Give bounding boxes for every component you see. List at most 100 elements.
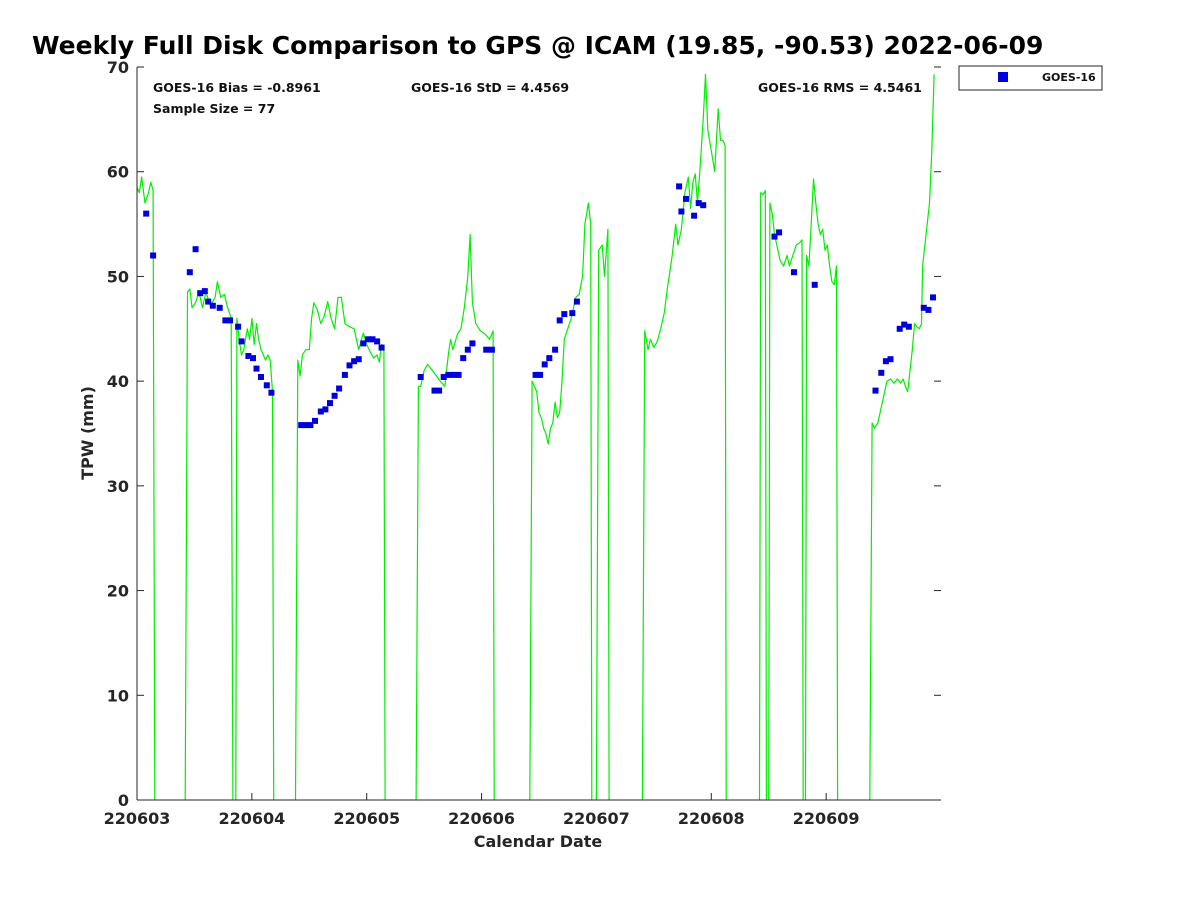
- goes16-point: [327, 400, 333, 407]
- gps-line-segment: [768, 202, 804, 801]
- goes16-point: [872, 387, 879, 394]
- goes16-point: [683, 195, 689, 202]
- y-tick-label: 60: [107, 163, 129, 182]
- goes16-point: [417, 374, 424, 380]
- goes16-point: [322, 406, 329, 413]
- y-axis-label: TPW (mm): [78, 386, 97, 480]
- goes16-point: [541, 361, 548, 368]
- goes16-point: [245, 353, 252, 359]
- goes16-point: [341, 371, 348, 378]
- y-tick-label: 30: [107, 477, 129, 496]
- goes16-point: [238, 338, 245, 345]
- goes16-point: [460, 355, 467, 362]
- gps-line-segment: [529, 202, 593, 801]
- goes16-point: [331, 392, 338, 399]
- x-tick-label: 220609: [793, 809, 860, 828]
- goes16-point: [317, 408, 324, 415]
- goes16-point: [197, 290, 204, 297]
- goes16-point: [436, 387, 443, 394]
- goes16-point: [925, 306, 932, 313]
- goes16-point: [678, 208, 685, 215]
- goes16-point: [882, 358, 889, 365]
- sample-size-stat: Sample Size = 77: [153, 101, 275, 116]
- goes16-point: [192, 246, 199, 253]
- goes16-point: [488, 346, 495, 353]
- chart-title: Weekly Full Disk Comparison to GPS @ ICA…: [32, 31, 1043, 60]
- goes16-point: [186, 269, 193, 276]
- goes16-point: [930, 294, 936, 301]
- goes16-point: [209, 302, 216, 309]
- goes16-point: [445, 371, 452, 378]
- goes16-point: [469, 340, 476, 347]
- goes16-point: [771, 233, 778, 240]
- x-tick-label: 220608: [678, 809, 745, 828]
- goes16-point: [920, 304, 927, 311]
- y-tick-label: 50: [107, 267, 129, 286]
- x-tick-label: 220604: [218, 809, 285, 828]
- goes16-point: [201, 288, 208, 295]
- goes16-point: [546, 355, 553, 362]
- goes16-point: [307, 422, 314, 429]
- goes16-point: [676, 183, 683, 190]
- goes16-point: [887, 356, 894, 363]
- x-tick-label: 220606: [448, 809, 515, 828]
- x-axis-label: Calendar Date: [474, 832, 603, 851]
- goes16-point: [351, 358, 358, 365]
- x-axis-ticks: 220603 220604 220605 220606 220607 220608 2206…: [104, 793, 860, 828]
- goes16-point: [896, 325, 903, 332]
- gps-series-lines: [136, 73, 935, 801]
- goes16-point: [901, 321, 908, 328]
- goes16-point: [573, 298, 580, 305]
- y-tick-label: 0: [118, 791, 129, 810]
- goes16-point: [878, 369, 885, 376]
- goes16-point: [222, 317, 229, 324]
- goes16-point: [552, 346, 559, 353]
- goes16-point: [455, 371, 462, 378]
- y-axis-ticks: 0 10 20 30 40 50 60 70: [107, 58, 941, 810]
- gps-line-segment: [595, 228, 610, 801]
- legend: GOES-16: [958, 65, 1103, 91]
- goes16-point: [268, 389, 275, 396]
- gps-line-segment: [804, 178, 839, 801]
- goes16-point: [150, 252, 157, 259]
- plot-area: [137, 67, 941, 800]
- gps-line-segment: [641, 73, 727, 801]
- gps-line-segment: [294, 296, 386, 801]
- x-tick-label: 220603: [104, 809, 171, 828]
- goes16-series-points: [143, 183, 936, 429]
- goes16-point: [346, 362, 353, 369]
- goes16-point: [235, 323, 242, 330]
- bias-stat: GOES-16 Bias = -0.8961: [153, 80, 321, 95]
- gps-line-segment: [136, 176, 156, 801]
- goes16-point: [440, 374, 447, 380]
- y-tick-label: 20: [107, 582, 129, 601]
- goes16-point: [250, 355, 256, 362]
- legend-label-goes16: GOES-16: [1042, 71, 1096, 84]
- goes16-point: [263, 382, 270, 389]
- goes16-point: [227, 317, 233, 324]
- goes16-point: [431, 387, 438, 394]
- gps-line-segment: [758, 190, 767, 801]
- legend-marker-goes16: [998, 72, 1008, 82]
- gps-line-segment: [869, 74, 935, 801]
- goes16-point: [700, 202, 707, 209]
- goes16-point: [364, 336, 371, 343]
- goes16-point: [483, 346, 490, 353]
- goes16-point: [532, 371, 539, 378]
- y-tick-label: 40: [107, 372, 129, 391]
- goes16-point: [776, 229, 783, 236]
- goes16-point: [378, 344, 385, 351]
- goes16-point: [791, 269, 797, 276]
- goes16-point: [451, 371, 457, 378]
- goes16-point: [464, 346, 471, 353]
- x-tick-label: 220607: [563, 809, 630, 828]
- goes16-point: [258, 374, 264, 380]
- x-tick-label: 220605: [333, 809, 400, 828]
- goes16-point: [312, 417, 318, 424]
- rms-stat: GOES-16 RMS = 4.5461: [758, 80, 922, 95]
- goes16-point: [298, 422, 305, 429]
- y-tick-label: 70: [107, 58, 129, 77]
- gps-line-segment: [415, 233, 495, 801]
- goes16-point: [143, 210, 150, 217]
